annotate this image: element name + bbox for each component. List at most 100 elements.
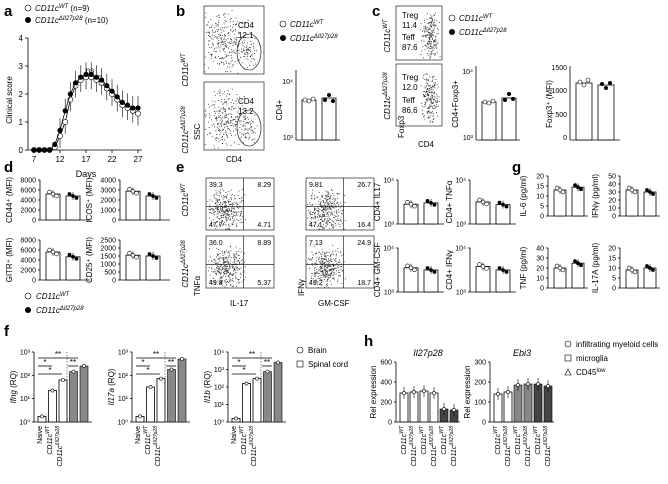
bar-tick: 10: [608, 206, 616, 213]
bar-ylabel: CD44⁺ (MFI): [5, 177, 14, 223]
f-ylabel: Ifng (RQ): [9, 370, 18, 403]
svg-text:200: 200: [474, 380, 486, 387]
bar-dot: [127, 251, 132, 256]
panel-a-ylabel: Clinical score: [5, 76, 14, 124]
svg-text:10¹: 10¹: [118, 396, 129, 403]
svg-text:0: 0: [563, 135, 567, 142]
h-group-label: CD11cΔIl27p28: [449, 426, 458, 467]
a-xtick: 12: [56, 155, 65, 164]
bar-dot: [501, 202, 505, 207]
svg-text:1000: 1000: [551, 88, 567, 95]
bar-tick: 500: [104, 270, 116, 277]
bar-tick: 10⁴: [455, 246, 466, 253]
f-group-label: CD11cWT: [45, 425, 54, 455]
bar-tick: 20: [536, 266, 544, 273]
bar-tick: 20: [608, 246, 616, 253]
f-ylabel: Il1b (RQ): [203, 370, 212, 403]
bar-dot: [405, 263, 410, 268]
bar-dot: [651, 192, 655, 196]
bar-dot: [71, 194, 75, 198]
a-point: [125, 102, 131, 108]
bar-dot: [626, 265, 632, 271]
panel-a-label: a: [4, 3, 13, 20]
bar-dot: [432, 270, 437, 274]
bar-dot: [579, 187, 583, 192]
bar-tick: 50: [608, 174, 616, 181]
svg-text:10¹: 10¹: [214, 402, 225, 409]
bar-dot: [554, 263, 560, 269]
bar-tick: 0: [612, 286, 616, 293]
e-quad-value: 5.37: [257, 280, 271, 287]
h-group-label: CD11cWT: [493, 425, 502, 455]
b-gate-val-2: 13.2: [238, 107, 254, 116]
panel-h-label: h: [364, 333, 373, 350]
bar-tick: 15: [536, 184, 544, 191]
f-star: *: [141, 358, 144, 367]
bar-dot: [50, 249, 56, 255]
bar-dot: [67, 192, 72, 196]
a-point: [119, 99, 125, 105]
panel-b-row2-label: CD11cΔIl27p28: [181, 106, 190, 154]
f-bar: [146, 386, 155, 423]
bar-tick: 6000: [20, 188, 36, 195]
svg-text:10⁴: 10⁴: [462, 69, 473, 76]
h-group-label: CD11cWT: [439, 425, 448, 455]
a-ytick: 2: [19, 90, 24, 99]
b-gate-name-2: CD4: [238, 97, 255, 106]
bar-dot: [560, 267, 566, 273]
svg-text:infiltrating myeloid cells: infiltrating myeloid cells: [576, 340, 658, 349]
svg-text:10⁴: 10⁴: [282, 79, 293, 86]
panel-b-legend: CD11cWT CD11cΔIl27p28: [279, 20, 338, 43]
svg-text:CD11cWT: CD11cWT: [459, 14, 494, 23]
bar-dot: [573, 259, 577, 264]
bar-tick: 10³: [384, 222, 395, 229]
bar-dot: [147, 192, 152, 196]
bar-tick: 40: [536, 246, 544, 253]
bar-dot: [134, 255, 139, 260]
panel-c-bar1: 10⁴ 10³: [462, 66, 520, 142]
panel-c-ylabel-1: CD4+Foxp3+: [451, 80, 460, 128]
a-point: [62, 108, 68, 114]
bar-dot: [154, 196, 159, 200]
bar: [45, 251, 61, 281]
bar-tick: 0: [112, 218, 116, 225]
panel-b-bar: 10⁴ 10³: [282, 70, 340, 142]
f-ylabel: Il17a (RQ): [107, 368, 116, 405]
bar-dot: [629, 267, 635, 273]
bar-dot: [626, 185, 632, 191]
bar-tick: 2000: [100, 198, 116, 205]
a-point: [135, 110, 141, 117]
bar-dot: [134, 191, 139, 196]
bar-tick: 4000: [20, 198, 36, 205]
bar-tick: 10³: [456, 222, 467, 229]
bar-tick: 15: [608, 256, 616, 263]
bar-dot: [74, 256, 79, 261]
bar-tick: 8000: [20, 238, 36, 245]
f-group-label: CD11cWT: [239, 425, 248, 455]
bar-dot: [477, 262, 482, 267]
svg-text:1500: 1500: [551, 65, 567, 72]
f-group-label: CD11cΔIl27p28: [249, 426, 258, 467]
bar-tick: 0: [540, 286, 544, 293]
bar-dot: [432, 202, 437, 207]
bar-dot: [151, 194, 155, 198]
legend-ko-text: CD11cΔIl27p28 (n=10): [35, 16, 108, 25]
panel-a-legend: CD11cWT (n=9) CD11cΔIl27p28 (n=10): [24, 4, 108, 25]
h-gene-title: Il27p28: [413, 348, 443, 358]
bar-dot: [412, 267, 417, 272]
bar-tick: 0: [112, 278, 116, 285]
bar-dot: [425, 198, 430, 203]
bar-dot: [405, 200, 410, 205]
svg-text:Brain: Brain: [308, 346, 327, 355]
bar-dot: [429, 200, 433, 205]
f-star: *: [43, 358, 46, 367]
bar-dot: [47, 189, 52, 195]
bar-tick: 10⁴: [455, 178, 466, 185]
svg-text:CD11cWT: CD11cWT: [36, 292, 71, 301]
bar-ylabel: ICOS⁺ (MFI): [85, 177, 94, 222]
svg-text:10⁰: 10⁰: [213, 419, 224, 427]
a-xtick: 27: [134, 155, 143, 164]
